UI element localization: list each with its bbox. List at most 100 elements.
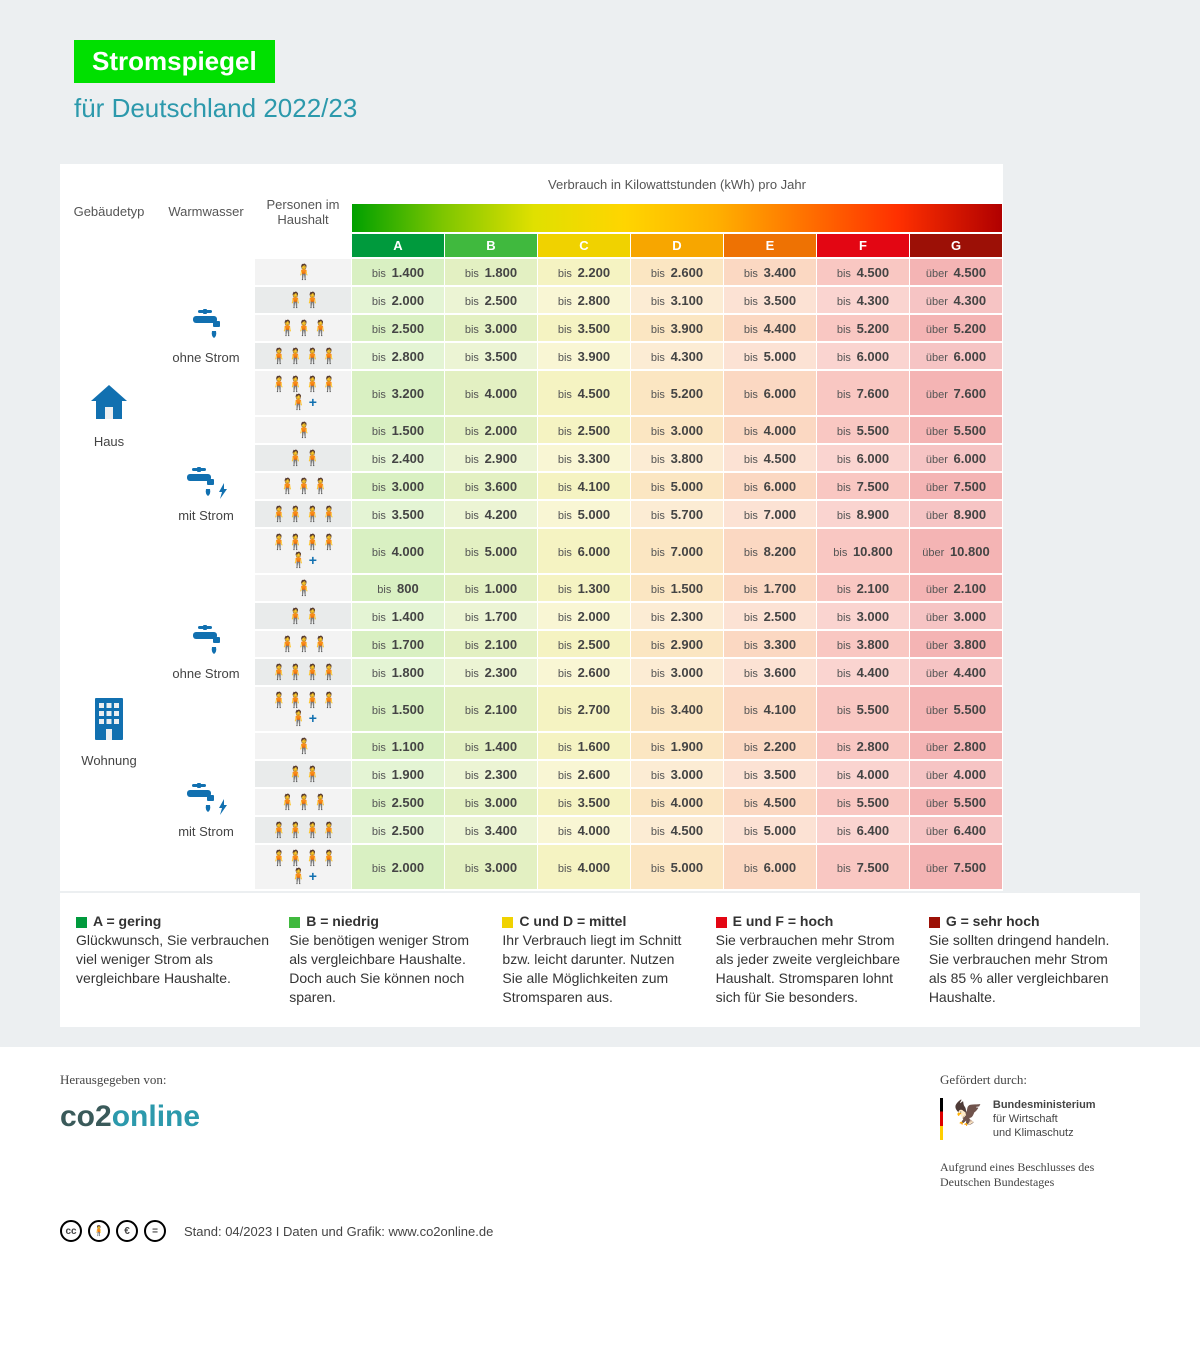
nc-icon: € — [116, 1220, 138, 1242]
val: bis 2.700 — [538, 687, 630, 731]
val: bis 3.300 — [538, 445, 630, 471]
val: bis 1.500 — [352, 417, 444, 443]
val: bis 1.400 — [352, 603, 444, 629]
legend-item: A = geringGlückwunsch, Sie ver­brauchen … — [76, 913, 271, 1007]
persons-4: 🧍🧍🧍🧍 — [255, 659, 351, 685]
val: bis 5.000 — [724, 343, 816, 369]
building-haus: Haus — [61, 259, 157, 573]
val: bis 4.500 — [538, 371, 630, 415]
val: bis 6.000 — [817, 343, 909, 369]
persons-1: 🧍 — [255, 417, 351, 443]
persons-2: 🧍🧍 — [255, 445, 351, 471]
val: über 3.000 — [910, 603, 1002, 629]
val: bis 1.900 — [631, 733, 723, 759]
val: bis 2.500 — [538, 417, 630, 443]
val: bis 7.000 — [724, 501, 816, 527]
val: über 6.400 — [910, 817, 1002, 843]
val: bis 2.600 — [538, 659, 630, 685]
val: bis 2.600 — [631, 259, 723, 285]
val: bis 3.500 — [538, 789, 630, 815]
val: bis 3.400 — [445, 817, 537, 843]
legend-item: C und D = mittelIhr Verbrauch liegt im S… — [502, 913, 697, 1007]
val: bis 7.600 — [817, 371, 909, 415]
legend-item: B = niedrigSie benötigen weniger Strom a… — [289, 913, 484, 1007]
val: über 2.800 — [910, 733, 1002, 759]
ww-ohne-Strom: ohne Strom — [158, 259, 254, 415]
val: bis 1.700 — [352, 631, 444, 657]
val: bis 2.200 — [538, 259, 630, 285]
val: über 7.500 — [910, 473, 1002, 499]
val: bis 3.400 — [631, 687, 723, 731]
val: bis 1.700 — [724, 575, 816, 601]
val: bis 2.800 — [817, 733, 909, 759]
val: bis 4.000 — [538, 817, 630, 843]
val: bis 4.500 — [631, 817, 723, 843]
val: über 5.500 — [910, 417, 1002, 443]
val: bis 2.300 — [445, 761, 537, 787]
val: bis 2.500 — [352, 817, 444, 843]
val: bis 5.200 — [631, 371, 723, 415]
val: bis 5.200 — [817, 315, 909, 341]
persons-5: 🧍🧍🧍🧍🧍+ — [255, 845, 351, 889]
cat-G: G — [910, 234, 1002, 257]
val: bis 6.000 — [724, 371, 816, 415]
persons-4: 🧍🧍🧍🧍 — [255, 343, 351, 369]
val: bis 1.700 — [445, 603, 537, 629]
val: bis 2.900 — [631, 631, 723, 657]
val: bis 4.100 — [538, 473, 630, 499]
ww-mit-Strom: mit Strom — [158, 733, 254, 889]
val: bis 2.800 — [538, 287, 630, 313]
val: bis 5.000 — [631, 473, 723, 499]
val: bis 3.000 — [445, 845, 537, 889]
val: bis 1.000 — [445, 575, 537, 601]
val: bis 3.800 — [817, 631, 909, 657]
val: bis 2.000 — [538, 603, 630, 629]
building-wohnung: Wohnung — [61, 575, 157, 889]
persons-4: 🧍🧍🧍🧍 — [255, 501, 351, 527]
val: bis 6.000 — [538, 529, 630, 573]
val: über 6.000 — [910, 343, 1002, 369]
val: bis 800 — [352, 575, 444, 601]
val: bis 5.000 — [631, 845, 723, 889]
val: bis 3.000 — [445, 315, 537, 341]
val: bis 2.500 — [352, 315, 444, 341]
val: bis 3.600 — [724, 659, 816, 685]
val: bis 2.500 — [352, 789, 444, 815]
val: bis 4.500 — [724, 789, 816, 815]
val: bis 6.400 — [817, 817, 909, 843]
val: bis 3.200 — [352, 371, 444, 415]
val: bis 5.500 — [817, 789, 909, 815]
th-warmwasser: Warmwasser — [158, 166, 254, 257]
val: bis 3.800 — [631, 445, 723, 471]
val: bis 3.000 — [631, 659, 723, 685]
val: bis 10.800 — [817, 529, 909, 573]
stand-text: Stand: 04/2023 I Daten und Grafik: www.c… — [184, 1224, 493, 1239]
cat-B: B — [445, 234, 537, 257]
val: bis 2.100 — [817, 575, 909, 601]
persons-5: 🧍🧍🧍🧍🧍+ — [255, 371, 351, 415]
val: über 8.900 — [910, 501, 1002, 527]
val: bis 2.900 — [445, 445, 537, 471]
th-verbrauch: Verbrauch in Kilowattstunden (kWh) pro J… — [352, 166, 1002, 202]
val: über 4.000 — [910, 761, 1002, 787]
by-icon: 🧍 — [88, 1220, 110, 1242]
val: bis 7.500 — [817, 473, 909, 499]
val: bis 5.000 — [724, 817, 816, 843]
val: bis 3.000 — [631, 417, 723, 443]
persons-1: 🧍 — [255, 733, 351, 759]
persons-5: 🧍🧍🧍🧍🧍+ — [255, 529, 351, 573]
val: bis 4.200 — [445, 501, 537, 527]
co2online-logo: co2online — [60, 1100, 200, 1134]
cc-icon: cc — [60, 1220, 82, 1242]
ministry-logo: 🦅 Bundesministeriumfür Wirtschaftund Kli… — [940, 1098, 1140, 1141]
val: bis 2.000 — [445, 417, 537, 443]
val: bis 4.000 — [538, 845, 630, 889]
val: bis 3.100 — [631, 287, 723, 313]
val: bis 2.300 — [631, 603, 723, 629]
val: über 5.500 — [910, 687, 1002, 731]
ww-mit-Strom: mit Strom — [158, 417, 254, 573]
val: bis 4.000 — [445, 371, 537, 415]
persons-3: 🧍🧍🧍 — [255, 315, 351, 341]
val: bis 2.500 — [445, 287, 537, 313]
val: bis 4.000 — [631, 789, 723, 815]
